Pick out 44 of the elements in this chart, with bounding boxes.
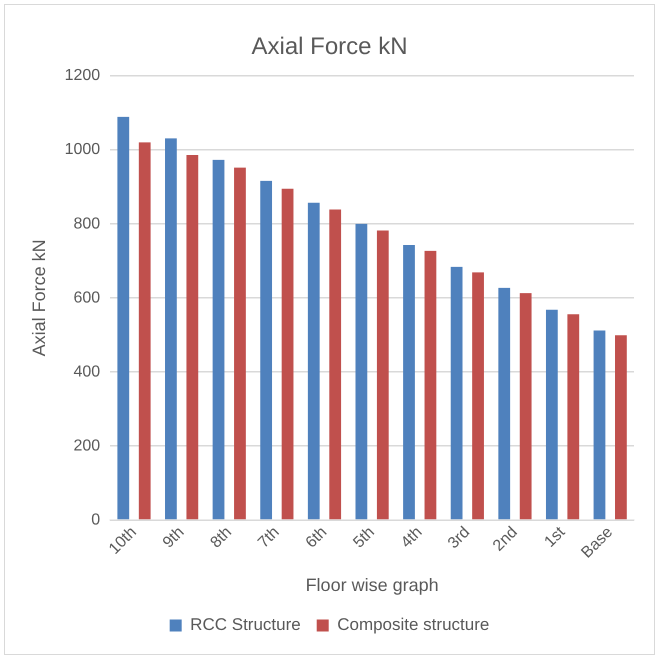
bar [308, 202, 320, 520]
bar [260, 180, 272, 520]
bar [282, 188, 294, 520]
chart-title: Axial Force kN [251, 33, 408, 60]
bar [165, 138, 177, 520]
x-axis-title: Floor wise graph [306, 575, 439, 596]
x-tick-label: 8th [207, 524, 236, 552]
bar [498, 288, 510, 520]
bar [376, 230, 389, 520]
x-tick-label: 4th [398, 524, 426, 552]
bar [234, 168, 246, 520]
y-tick-label: 400 [73, 363, 100, 380]
bar [450, 266, 463, 520]
bar [329, 209, 342, 520]
x-tick-label: 5th [350, 524, 378, 552]
x-tick-label: 9th [160, 524, 188, 552]
bar [615, 335, 627, 520]
bar [520, 293, 532, 520]
bar [472, 272, 484, 520]
bar [546, 310, 558, 520]
y-axis-title: Axial Force kN [28, 239, 49, 356]
bar [594, 330, 606, 520]
bar [212, 160, 224, 520]
y-tick-label: 600 [73, 289, 100, 306]
bar [355, 224, 368, 520]
bar [403, 244, 415, 520]
bar [117, 116, 130, 520]
legend-label: RCC Structure [190, 615, 301, 634]
bar [138, 142, 151, 520]
y-tick-label: 800 [73, 215, 100, 232]
bar [567, 314, 580, 520]
x-tick-label: 1st [541, 523, 569, 551]
y-tick-label: 1000 [64, 141, 100, 158]
legend-label: Composite structure [337, 615, 490, 634]
y-tick-label: 1200 [64, 67, 100, 84]
y-tick-label: 0 [91, 511, 100, 528]
x-tick-label: 2nd [490, 524, 521, 555]
y-tick-label: 200 [73, 437, 100, 454]
x-tick-label: 6th [302, 524, 330, 552]
x-tick-label: 3rd [444, 524, 474, 552]
x-tick-label: 7th [255, 524, 283, 552]
bar [186, 155, 198, 520]
bar [424, 250, 436, 520]
x-tick-label: 10th [106, 524, 140, 558]
